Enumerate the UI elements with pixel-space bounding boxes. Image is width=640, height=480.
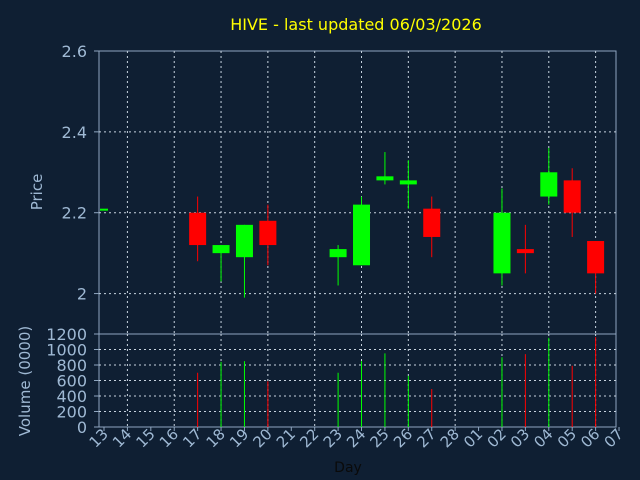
price-tick-label: 2.6: [62, 42, 87, 61]
chart-title: HIVE - last updated 06/03/2026: [230, 15, 482, 34]
price-tick-label: 2.4: [62, 123, 87, 142]
candle-body: [493, 212, 511, 274]
volume-tick-label: 400: [56, 387, 87, 406]
candle-body: [376, 176, 394, 181]
price-tick-label: 2.2: [62, 204, 87, 223]
candle-body: [189, 212, 207, 246]
candle-body: [587, 241, 605, 274]
candle-body: [423, 208, 441, 237]
volume-axis-label: Volume (0000): [16, 326, 34, 436]
candle-body: [235, 224, 253, 258]
day-axis: 1314151617181920212223242526272801020304…: [86, 425, 627, 451]
volume-tick-label: 0: [77, 418, 87, 437]
price-panel: 2 2.2 2.4 2.6 Price: [28, 42, 617, 335]
candle-body: [259, 220, 277, 246]
candles: [100, 148, 605, 298]
volume-tick-label: 1200: [46, 325, 87, 344]
candle-body: [540, 172, 558, 197]
volume-bars: [197, 337, 597, 427]
candle-body: [563, 180, 581, 213]
day-axis-label: Day: [334, 460, 362, 476]
candle-body: [399, 180, 417, 185]
candle-body: [329, 249, 347, 258]
candle-body: [100, 208, 108, 211]
volume-tick-label: 600: [56, 372, 87, 391]
candle-body: [353, 204, 371, 266]
volume-tick-label: 1000: [46, 341, 87, 360]
volume-tick-label: 200: [56, 403, 87, 422]
candle-body: [212, 245, 230, 254]
price-y-axis: 2 2.2 2.4 2.6: [62, 42, 99, 304]
price-axis-label: Price: [28, 174, 46, 211]
price-tick-label: 2: [77, 285, 87, 304]
volume-tick-label: 800: [56, 356, 87, 375]
candle-body: [516, 249, 534, 254]
